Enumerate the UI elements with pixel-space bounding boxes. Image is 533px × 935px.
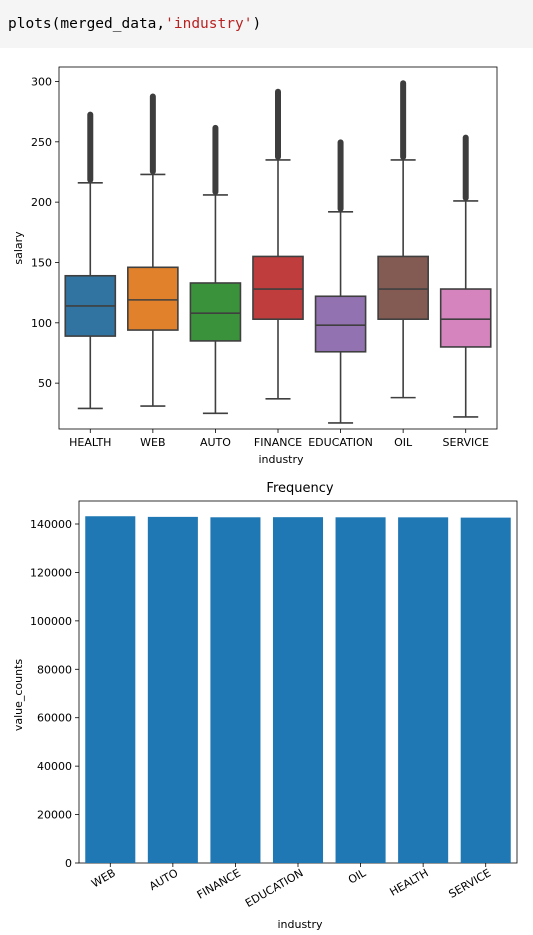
boxplot-box [127,266,179,331]
boxplot-outliers [275,88,281,160]
bar-xtick-label: AUTO [147,866,181,893]
bar-xtick-label: OIL [346,866,369,887]
code-cell[interactable]: plots(merged_data,'industry') [0,0,533,48]
boxplot-xtick-label: HEALTH [69,436,111,449]
boxplot-box [377,255,429,320]
boxplot-xlabel: industry [258,453,304,466]
bar [85,516,136,863]
bar [272,517,324,863]
boxplot-box [439,288,492,348]
boxplot-outliers [87,111,94,183]
bar [460,517,511,863]
bar-xtick-label: HEALTH [387,866,430,898]
boxplot-outliers [337,139,344,212]
bar-xtick-label: SERVICE [447,866,494,900]
code-prefix: plots(merged_data, [8,16,166,32]
bar-chart: Frequency industry value_counts 0 20000 40… [12,481,518,931]
bar [335,517,386,863]
boxplot-xtick-label: EDUCATION [308,436,373,449]
boxplot-ytick-label: 250 [31,136,52,149]
boxplot-ylabel: salary [12,231,25,265]
boxplot-box [252,255,304,320]
boxplot-ytick-label: 150 [31,256,52,269]
bar-ytick-label: 140000 [30,518,72,531]
bar-ytick-label: 80000 [37,663,72,676]
boxplot-chart: industry salary 50 100 150 200 250 300 HEALTH W… [12,66,498,466]
bar [210,517,261,863]
boxplot-ytick-label: 200 [31,196,52,209]
boxplot-xtick-label: FINANCE [254,436,302,449]
code-suffix: ) [252,16,262,32]
boxplot-xtick-label: SERVICE [443,436,489,449]
boxplot-outliers [212,124,219,195]
bar-ytick-label: 20000 [37,809,72,822]
code-string-arg: 'industry' [165,16,253,32]
boxplot-ytick-label: 50 [38,377,52,390]
boxplot-outliers [400,80,407,160]
bar-ylabel: value_counts [12,659,25,732]
bar-ytick-label: 120000 [30,566,72,579]
bar-xtick-label: EDUCATION [243,866,306,910]
bar-ytick-label: 0 [65,857,72,870]
bar-xtick-label: WEB [89,866,117,890]
bar [147,516,198,863]
boxplot-box [189,282,242,342]
boxplot-outliers [462,134,469,201]
bar-title: Frequency [266,481,333,496]
boxplot-box [314,295,367,353]
boxplot-ytick-label: 300 [31,75,52,88]
bar-ytick-label: 40000 [37,760,72,773]
boxplot-outliers [149,93,156,175]
bar-ytick-label: 100000 [30,615,72,628]
boxplot-xtick-label: AUTO [200,436,231,449]
boxplot-ytick-label: 100 [31,317,52,330]
bar-xlabel: industry [277,918,323,931]
code-line: plots(merged_data,'industry') [8,16,261,32]
bar-ytick-label: 60000 [37,712,72,725]
bar-xtick-label: FINANCE [195,866,243,901]
boxplot-xtick-label: WEB [140,436,165,449]
boxplot-xtick-label: OIL [394,436,413,449]
bar [398,517,449,863]
